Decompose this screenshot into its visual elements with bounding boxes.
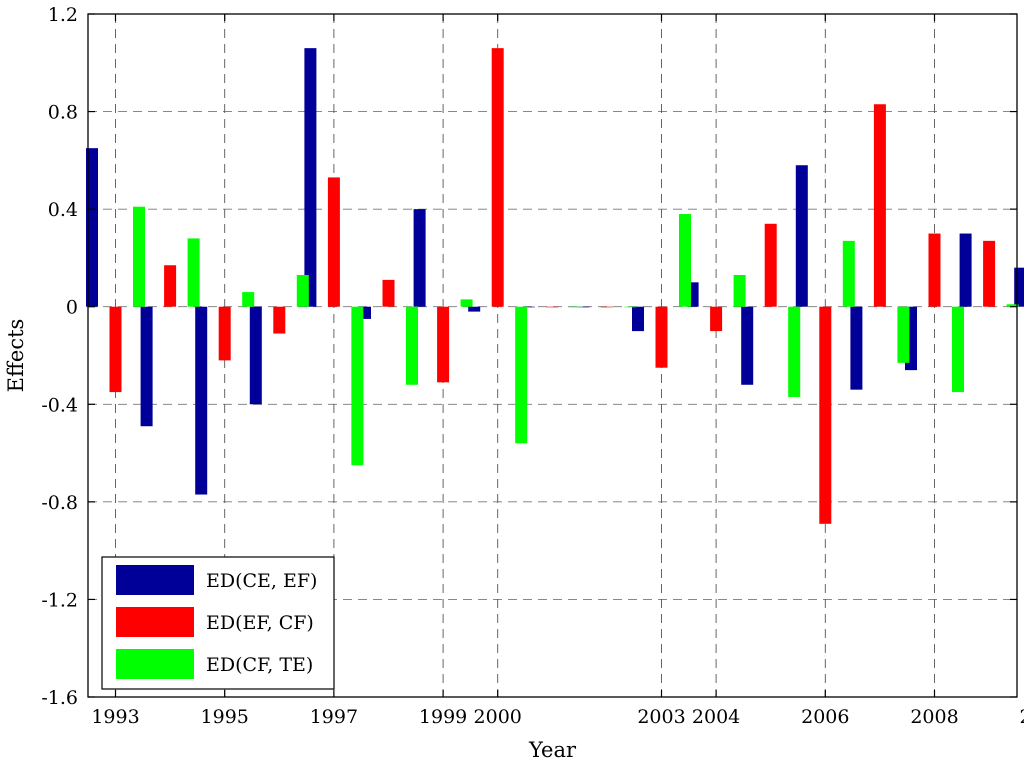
bar-2-1999 [437, 306, 450, 383]
bar-3-2007 [897, 306, 910, 363]
bar-1-1995 [195, 306, 208, 495]
bar-3-2000 [515, 306, 528, 444]
y-axis-title: Effects [4, 319, 28, 393]
bar-3-1998 [406, 306, 418, 385]
bar-2-2002 [600, 306, 613, 308]
legend-label: ED(CE, EF) [206, 570, 317, 592]
axis-ticks [88, 13, 1017, 698]
y-tick-label: -0.8 [41, 492, 78, 514]
bar-2-1997 [327, 177, 340, 307]
y-tick-label: 1.2 [48, 4, 78, 26]
bar-3-1994 [187, 238, 200, 307]
legend-label: ED(CF, TE) [206, 654, 313, 676]
bar-2-1995 [218, 306, 231, 361]
bar-1-2009 [959, 233, 972, 307]
legend: ED(CE, EF) ED(EF, CF) ED(CF, TE) [101, 556, 335, 690]
bar-2-2007 [873, 104, 886, 307]
bar-3-2006 [842, 240, 855, 307]
x-axis-title: Year [528, 738, 577, 761]
x-tick-label: 2010 [1020, 706, 1024, 728]
bar-2-2009 [983, 240, 996, 307]
x-tick-label: 1993 [91, 706, 139, 728]
bar-1-2007 [850, 306, 863, 390]
bar-1-1993 [86, 148, 98, 307]
bar-3-2004 [733, 275, 746, 307]
legend-swatch [116, 607, 194, 637]
bar-1-2005 [741, 306, 754, 385]
bar-1-2002 [577, 306, 590, 308]
bar-2-2003 [655, 306, 668, 368]
bar-3-1997 [351, 306, 364, 466]
bar-2-2004 [710, 306, 723, 332]
bar-1-1994 [140, 306, 153, 427]
x-tick-label: 2008 [910, 706, 958, 728]
bar-2-1993 [109, 306, 122, 393]
x-tick-label: 2006 [801, 706, 849, 728]
legend-swatch [116, 649, 194, 679]
bar-2-1998 [382, 279, 395, 307]
bar-3-1996 [296, 275, 309, 307]
bar-1-2000 [468, 306, 481, 312]
x-tick-label: 1995 [201, 706, 249, 728]
bar-1-1997 [304, 48, 317, 307]
bar-1-2003 [632, 306, 644, 332]
legend-swatch [116, 565, 194, 595]
tick-labels: 1.2 0.8 0.4 0 -0.4 -0.8 -1.2 -1.6 1993 1995 1997 19… [41, 4, 1024, 728]
bar-3-2003 [679, 214, 691, 307]
y-tick-label: -1.6 [41, 687, 78, 709]
bar-2-1994 [164, 265, 177, 307]
plot-frame [87, 13, 1018, 698]
bar-2-2001 [546, 306, 559, 308]
bar-3-2002 [624, 306, 637, 308]
bar-2-1996 [273, 306, 286, 334]
bar-3-2008 [952, 306, 964, 393]
bar-1-1996 [249, 306, 262, 405]
bar-2-2000 [491, 48, 504, 307]
bar-3-2009 [1006, 304, 1019, 307]
bar-1-2006 [795, 165, 808, 307]
bar-3-1993 [133, 206, 145, 307]
bar-3-2001 [569, 306, 582, 308]
legend-label: ED(EF, CF) [206, 612, 314, 634]
bar-1-2010 [1014, 267, 1024, 307]
bar-3-2005 [788, 306, 801, 397]
bar-2-2006 [819, 306, 832, 524]
x-tick-label: 2000 [474, 706, 522, 728]
bar-1-2001 [522, 306, 535, 308]
y-tick-label: 0 [66, 297, 78, 319]
y-tick-label: 0.4 [48, 199, 78, 221]
bar-3-1995 [242, 292, 255, 307]
x-tick-label: 1999 [419, 706, 467, 728]
x-tick-label: 1997 [310, 706, 358, 728]
y-tick-label: -0.4 [41, 394, 78, 416]
bar-3-1999 [460, 299, 473, 307]
x-tick-label: 2003 [637, 706, 685, 728]
bar-2-2005 [764, 223, 777, 307]
bars [86, 48, 1024, 524]
x-tick-label: 2004 [692, 706, 740, 728]
bar-2-2008 [928, 233, 941, 307]
y-tick-label: -1.2 [41, 589, 78, 611]
y-tick-label: 0.8 [48, 102, 78, 124]
bar-1-1999 [413, 209, 426, 307]
